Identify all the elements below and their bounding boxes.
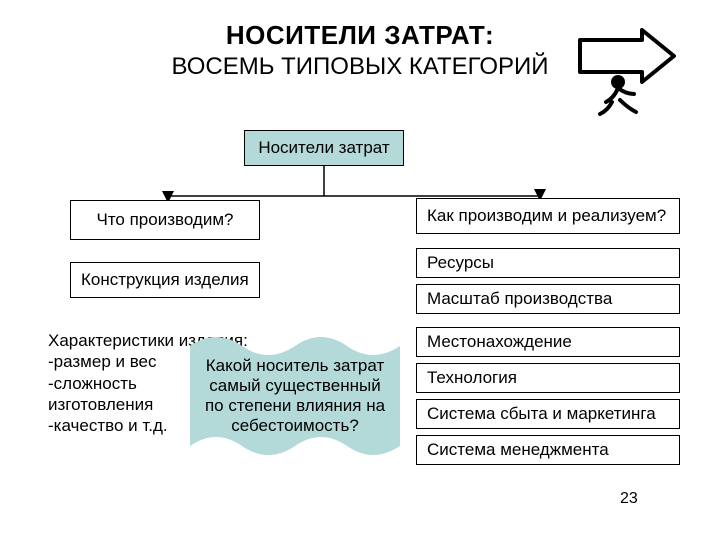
- construction-box: Конструкция изделия: [70, 262, 260, 298]
- root-label: Носители затрат: [258, 138, 389, 158]
- right-question-label: Как производим и реализуем?: [427, 206, 666, 226]
- right-item-0: Ресурсы: [416, 248, 680, 278]
- right-item-label: Масштаб производства: [427, 289, 612, 309]
- right-item-label: Ресурсы: [427, 253, 494, 273]
- right-item-5: Система менеджмента: [416, 435, 680, 465]
- left-question-box: Что производим?: [70, 200, 260, 240]
- right-item-2: Местонахождение: [416, 327, 680, 357]
- center-question-label: Какой носитель затрат самый существенный…: [200, 356, 390, 436]
- right-item-label: Система сбыта и маркетинга: [427, 404, 656, 424]
- construction-label: Конструкция изделия: [81, 270, 249, 290]
- right-item-label: Технология: [427, 368, 517, 388]
- right-question-box: Как производим и реализуем?: [416, 198, 680, 234]
- page-number: 23: [620, 490, 638, 508]
- arrow-figure-icon: [570, 28, 680, 123]
- right-item-label: Местонахождение: [427, 332, 572, 352]
- right-item-4: Система сбыта и маркетинга: [416, 399, 680, 429]
- center-question-scroll: Какой носитель затрат самый существенный…: [190, 332, 400, 460]
- left-question-label: Что производим?: [97, 210, 234, 230]
- right-item-label: Система менеджмента: [427, 440, 609, 460]
- right-item-1: Масштаб производства: [416, 284, 680, 314]
- root-box: Носители затрат: [244, 130, 404, 166]
- right-item-3: Технология: [416, 363, 680, 393]
